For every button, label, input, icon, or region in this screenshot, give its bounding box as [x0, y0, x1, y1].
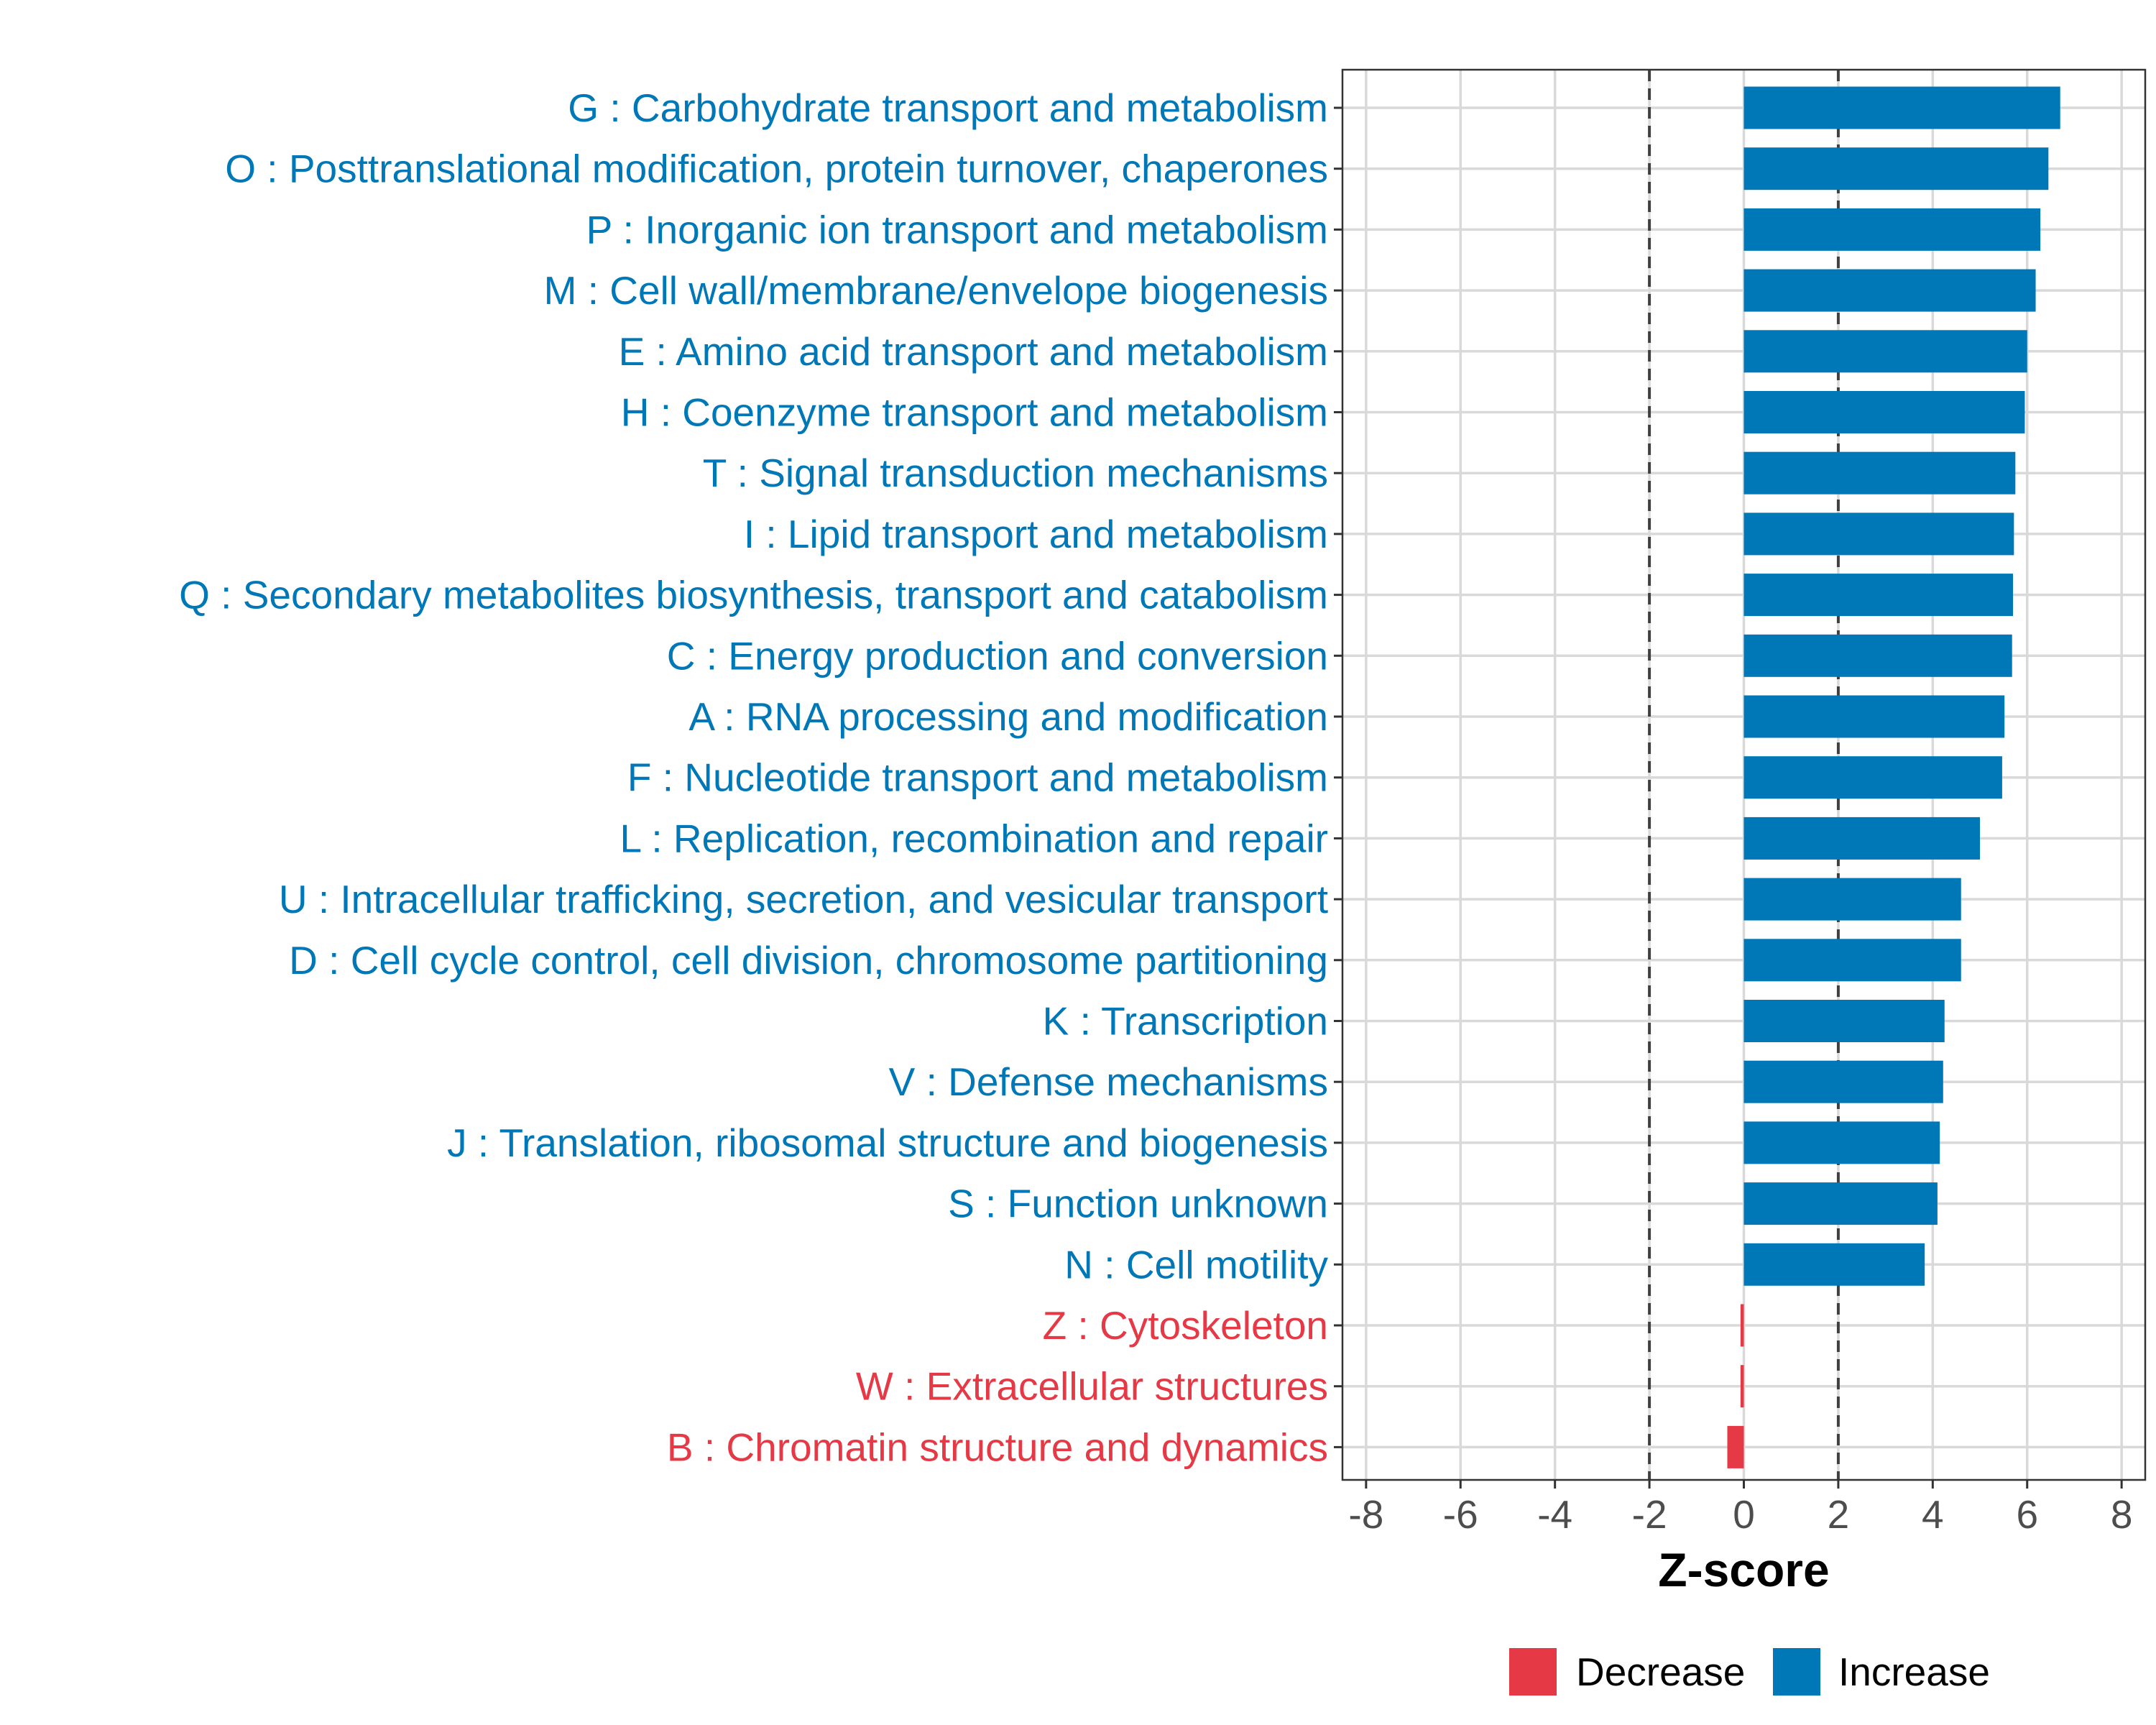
x-tick-label: -4 — [1537, 1492, 1572, 1537]
bar — [1743, 1000, 1945, 1042]
x-tick-label: 6 — [2016, 1492, 2038, 1537]
bar — [1743, 1182, 1938, 1225]
x-tick-label: 2 — [1828, 1492, 1850, 1537]
category-label: N : Cell motility — [1064, 1242, 1328, 1287]
category-label: F : Nucleotide transport and metabolism — [627, 755, 1328, 800]
category-label: H : Coenzyme transport and metabolism — [621, 390, 1328, 435]
category-label: J : Translation, ribosomal structure and… — [447, 1121, 1328, 1165]
legend-swatch — [1509, 1648, 1557, 1696]
bar — [1743, 756, 2002, 799]
category-label: I : Lipid transport and metabolism — [744, 512, 1328, 556]
bar — [1743, 1060, 1943, 1103]
x-tick-label: 8 — [2111, 1492, 2133, 1537]
category-label: A : RNA processing and modification — [688, 694, 1328, 739]
bar — [1743, 1121, 1940, 1164]
bar — [1743, 391, 2025, 433]
bar — [1740, 1365, 1744, 1408]
category-labels: G : Carbohydrate transport and metabolis… — [179, 86, 1328, 1469]
bar-layer — [1727, 86, 2060, 1468]
bar — [1743, 512, 2014, 556]
x-axis-ticks: -8 -6 -4 -2 0 2 4 6 8 — [1348, 1480, 2132, 1537]
category-label: K : Transcription — [1043, 999, 1328, 1044]
bar — [1743, 147, 2049, 190]
bar — [1743, 634, 2012, 677]
bar — [1743, 269, 2036, 312]
bar — [1743, 695, 2005, 738]
x-tick-label: -8 — [1348, 1492, 1383, 1537]
category-label: Q : Secondary metabolites biosynthesis, … — [179, 573, 1328, 617]
bar — [1743, 451, 2016, 494]
category-label: S : Function unknown — [948, 1182, 1328, 1226]
legend: Decrease Increase — [1509, 1648, 1990, 1696]
category-label: P : Inorganic ion transport and metaboli… — [586, 207, 1328, 252]
bar — [1743, 816, 1981, 860]
category-label: D : Cell cycle control, cell division, c… — [289, 938, 1328, 983]
category-label: V : Defense mechanisms — [889, 1059, 1328, 1104]
bar — [1743, 1243, 1925, 1286]
bar — [1743, 574, 2014, 617]
bar — [1740, 1304, 1744, 1347]
legend-label: Decrease — [1576, 1650, 1745, 1694]
category-label: C : Energy production and conversion — [667, 633, 1328, 678]
bar — [1743, 330, 2027, 373]
category-label: T : Signal transduction mechanisms — [703, 451, 1328, 495]
x-tick-label: 0 — [1733, 1492, 1755, 1537]
category-label: M : Cell wall/membrane/envelope biogenes… — [544, 268, 1328, 313]
category-label: W : Extracellular structures — [856, 1364, 1328, 1409]
x-tick-label: -6 — [1443, 1492, 1478, 1537]
category-label: B : Chromatin structure and dynamics — [667, 1425, 1328, 1469]
x-tick-label: -2 — [1632, 1492, 1667, 1537]
x-axis-title: Z-score — [1658, 1543, 1829, 1596]
bar — [1743, 208, 2041, 251]
category-label: L : Replication, recombination and repai… — [620, 816, 1328, 860]
bar — [1743, 939, 1961, 982]
bar — [1743, 878, 1961, 921]
legend-swatch — [1773, 1648, 1820, 1696]
x-tick-label: 4 — [1922, 1492, 1944, 1537]
category-label: G : Carbohydrate transport and metabolis… — [568, 86, 1328, 130]
bar — [1727, 1425, 1744, 1468]
bar — [1743, 86, 2060, 129]
y-axis-ticks — [1334, 106, 1342, 1448]
category-label: Z : Cytoskeleton — [1043, 1303, 1328, 1348]
category-label: U : Intracellular trafficking, secretion… — [279, 877, 1328, 921]
legend-label: Increase — [1838, 1650, 1990, 1694]
category-label: O : Posttranslational modification, prot… — [225, 147, 1328, 191]
category-label: E : Amino acid transport and metabolism — [619, 329, 1328, 374]
